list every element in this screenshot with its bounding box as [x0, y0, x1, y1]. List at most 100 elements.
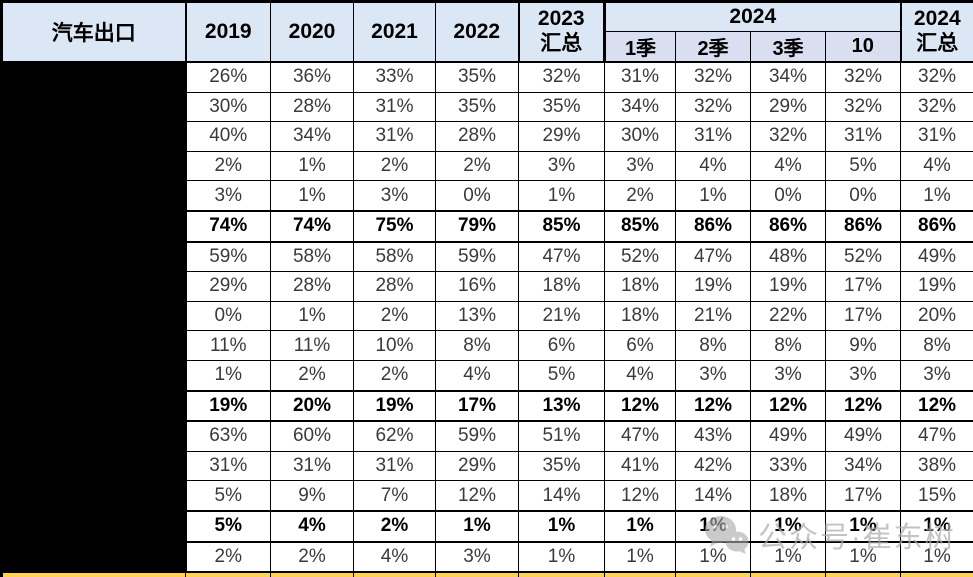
table-cell: 47% [604, 420, 676, 452]
table-cell: 31% [824, 121, 902, 152]
table-cell: 34% [824, 450, 902, 482]
table-cell: 33% [353, 60, 436, 93]
table-cell: 59% [435, 241, 519, 273]
table-cell: 0% [750, 180, 826, 212]
table-cell: 28% [270, 91, 354, 123]
table-cell: 1% [270, 180, 354, 212]
table-cell: 31% [270, 450, 354, 482]
table-cell: 86% [900, 209, 973, 243]
table-cell: 58% [353, 241, 436, 273]
table-cell: 18% [750, 480, 826, 512]
table-cell: 29% [518, 121, 605, 152]
table-cell: 0% [435, 180, 519, 212]
table-cell: 10% [353, 330, 436, 361]
table-cell: 29% [185, 271, 271, 302]
header-2024-line1: 2024 [913, 7, 961, 30]
table-cell: 42% [675, 450, 751, 482]
table-cell: 1% [900, 541, 973, 573]
table-row: 59% 58% 58% 59% 47% 52% 47% 48% 52% 49% [2, 241, 973, 273]
table-row: 30% 28% 31% 35% 35% 34% 32% 29% 32% 32% [2, 91, 973, 123]
table-cell: 1% [675, 541, 751, 573]
table-cell: 14% [518, 480, 605, 512]
table-cell: 32% [750, 121, 826, 152]
table-cell: 60% [270, 420, 354, 452]
total-cell: 100% [518, 571, 605, 577]
table-cell: 2% [353, 300, 436, 332]
table-cell: 2% [435, 150, 519, 182]
table-cell: 3% [604, 150, 676, 182]
table-cell: 49% [824, 420, 902, 452]
table-cell: 2% [604, 180, 676, 212]
table-cell: 1% [675, 180, 751, 212]
table-cell: 31% [675, 121, 751, 152]
table-cell: 1% [435, 509, 519, 543]
table-cell: 41% [604, 450, 676, 482]
table-cell: 1% [675, 509, 751, 543]
table-cell: 30% [604, 121, 676, 152]
table-cell: 1% [824, 541, 902, 573]
table-cell: 31% [604, 60, 676, 93]
table-cell: 12% [435, 480, 519, 512]
table-cell: 2% [270, 541, 354, 573]
table-cell: 49% [750, 420, 826, 452]
table-row: 2% 2% 4% 3% 1% 1% 1% 1% 1% 1% [2, 541, 973, 573]
table-cell: 3% [518, 150, 605, 182]
total-cell: 100% [604, 571, 676, 577]
table-cell: 21% [675, 300, 751, 332]
table-cell: 34% [604, 91, 676, 123]
table-cell: 16% [435, 271, 519, 302]
table-cell: 33% [750, 450, 826, 482]
table-cell: 85% [604, 209, 676, 243]
table-cell: 19% [900, 271, 973, 302]
table-cell: 4% [435, 359, 519, 392]
redacted-row-labels [1, 60, 187, 573]
table-row: 26% 36% 33% 35% 32% 31% 32% 34% 32% 32% [1, 60, 973, 573]
table-cell: 8% [750, 330, 826, 361]
column-header-q3: 3季 [750, 31, 826, 63]
table-cell: 18% [604, 300, 676, 332]
table-cell: 1% [750, 541, 826, 573]
table-cell: 2% [353, 150, 436, 182]
group-header-2024: 2024 [602, 1, 902, 32]
header-2023-line2: 汇总 [540, 32, 583, 55]
table-cell: 47% [900, 420, 973, 452]
table-cell: 3% [185, 180, 271, 212]
column-header-q2: 2季 [675, 31, 751, 63]
table-row: 1% 2% 2% 4% 5% 4% 3% 3% 3% 3% [2, 359, 973, 392]
table-cell: 3% [353, 180, 436, 212]
total-cell: 100% [435, 571, 519, 577]
table-cell: 19% [675, 271, 751, 302]
table-cell: 31% [353, 91, 436, 123]
corner-header: 汽车出口 [1, 1, 186, 63]
table-cell: 59% [435, 420, 519, 452]
table-cell: 21% [518, 300, 605, 332]
total-cell: 100% [824, 571, 902, 577]
table-cell: 13% [435, 300, 519, 332]
column-header-2023-total: 2023 汇总 [517, 1, 605, 63]
table-cell: 58% [270, 241, 354, 273]
table-cell: 49% [900, 241, 973, 273]
table-row: 0% 1% 2% 13% 21% 18% 21% 22% 17% 20% [2, 300, 973, 332]
table-cell: 74% [185, 209, 271, 243]
table-cell: 48% [750, 241, 826, 273]
table-cell: 4% [270, 509, 354, 543]
table-cell: 86% [675, 209, 751, 243]
table-cell: 4% [750, 150, 826, 182]
column-header-q1: 1季 [603, 31, 676, 63]
table-cell: 75% [353, 209, 436, 243]
table-cell: 47% [518, 241, 605, 273]
table-cell: 3% [900, 359, 973, 392]
table-cell: 19% [353, 389, 436, 423]
header-2024-line2: 汇总 [916, 32, 959, 55]
table-cell: 9% [270, 480, 354, 512]
table-cell: 31% [353, 121, 436, 152]
table-row: 63% 60% 62% 59% 51% 47% 43% 49% 49% 47% [2, 420, 973, 452]
table-cell: 12% [900, 389, 973, 423]
table-cell: 29% [750, 91, 826, 123]
total-cell: 100% [675, 571, 751, 577]
total-row-label: 总计 [1, 571, 186, 577]
table-cell: 18% [518, 271, 605, 302]
table-cell: 2% [270, 359, 354, 392]
table-cell: 7% [353, 480, 436, 512]
table-cell: 2% [185, 150, 271, 182]
